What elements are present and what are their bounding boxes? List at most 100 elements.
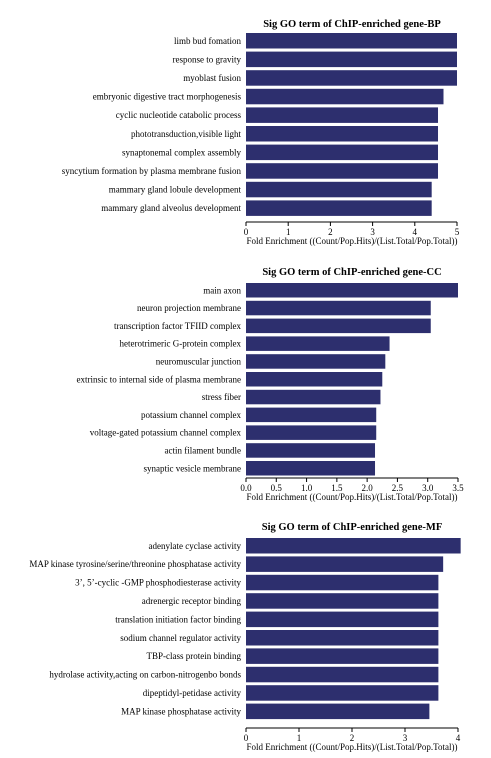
cc-category-label: extrinsic to internal side of plasma mem… — [77, 374, 241, 384]
cc-category-label: heterotrimeric G-protein complex — [120, 339, 242, 349]
bp-category-label: myoblast fusion — [183, 73, 241, 83]
cc-x-tick-label: 2.5 — [392, 483, 404, 493]
bp-x-tick-label: 5 — [455, 227, 460, 237]
bp-x-axis: 0 1 2 3 4 5 — [244, 221, 460, 237]
bp-bar — [246, 163, 439, 179]
bp-bar — [246, 70, 457, 86]
cc-category-labels: main axon neuron projection membrane trans… — [77, 285, 242, 473]
mf-category-label: dipeptidyl-petidase activity — [143, 688, 242, 698]
bp-category-label: embryonic digestive tract morphogenesis — [93, 92, 242, 102]
bp-category-label: mammary gland lobule development — [109, 185, 242, 195]
bp-category-labels: limb bud fomation response to gravity myob… — [62, 36, 242, 213]
mf-bar — [246, 648, 439, 664]
bp-bar — [246, 144, 439, 161]
cc-x-axis: 0.0 0.5 1.0 1.5 2.0 2.5 3.0 3.5 — [240, 477, 464, 493]
mf-chart-title: Sig GO term of ChIP-enriched gene-MF — [262, 522, 443, 533]
cc-x-tick-label: 3.0 — [422, 483, 434, 493]
mf-category-label: sodium channel regulator activity — [120, 633, 241, 643]
cc-bar — [246, 425, 377, 440]
bp-chart-panel: Sig GO term of ChIP-enriched gene-BP lim… — [62, 19, 460, 246]
cc-x-tick-label: 0.5 — [271, 483, 283, 493]
cc-chart-title: Sig GO term of ChIP-enriched gene-CC — [262, 267, 441, 278]
mf-chart-panel: Sig GO term of ChIP-enriched gene-MF ade… — [29, 522, 460, 752]
bp-x-tick-label: 1 — [286, 227, 291, 237]
cc-bar — [246, 407, 377, 423]
bp-bar — [246, 126, 439, 142]
mf-bars — [246, 538, 461, 720]
bp-category-label: syncytium formation by plasma membrane f… — [62, 166, 242, 176]
bp-bar — [246, 88, 444, 105]
cc-category-label: potassium channel complex — [141, 410, 241, 420]
cc-category-label: synaptic vesicle membrane — [144, 463, 241, 473]
cc-bar — [246, 283, 458, 298]
bp-category-label: response to gravity — [173, 54, 242, 64]
cc-category-label: neuron projection membrane — [137, 303, 241, 313]
mf-category-labels: adenylate cyclase activity MAP kinase tyr… — [29, 541, 241, 717]
bp-bar — [246, 33, 457, 49]
mf-bar — [246, 685, 439, 701]
mf-x-tick-label: 4 — [456, 733, 461, 743]
cc-x-tick-label: 2.0 — [362, 483, 374, 493]
mf-bar — [246, 703, 430, 720]
cc-bar — [246, 354, 386, 369]
bp-category-label: limb bud fomation — [174, 36, 241, 46]
bp-bar — [246, 181, 432, 198]
mf-category-label: 3’, 5’-cyclic -GMP phosphodiesterase act… — [75, 578, 241, 588]
cc-x-tick-label: 3.5 — [452, 483, 464, 493]
mf-x-axis-label: Fold Enrichment ((Count/Pop.Hits)/(List.… — [247, 742, 458, 752]
bp-bars — [246, 33, 457, 216]
mf-bar — [246, 593, 439, 609]
mf-bar — [246, 538, 461, 554]
cc-category-label: main axon — [203, 285, 241, 295]
cc-x-axis-label: Fold Enrichment ((Count/Pop.Hits)/(List.… — [247, 492, 458, 502]
mf-category-label: translation initiation factor binding — [115, 614, 241, 624]
mf-bar — [246, 611, 439, 628]
cc-bar — [246, 336, 390, 351]
cc-bar — [246, 461, 376, 476]
mf-x-tick-label: 1 — [297, 733, 302, 743]
mf-category-label: adrenergic receptor binding — [142, 596, 242, 606]
bp-x-axis-label: Fold Enrichment ((Count/Pop.Hits)/(List.… — [247, 236, 458, 246]
mf-bar — [246, 574, 439, 591]
bp-bar — [246, 51, 457, 68]
cc-bars — [246, 283, 458, 476]
cc-bar — [246, 372, 383, 387]
cc-category-label: voltage-gated potassium channel complex — [90, 428, 242, 438]
bp-x-tick-label: 3 — [370, 227, 375, 237]
mf-bar — [246, 630, 439, 646]
mf-x-tick-label: 3 — [403, 733, 408, 743]
bp-category-label: mammary gland alveolus development — [101, 203, 241, 213]
mf-x-tick-label: 2 — [350, 733, 355, 743]
mf-category-label: adenylate cyclase activity — [149, 541, 242, 551]
cc-x-tick-label: 0.0 — [240, 483, 252, 493]
mf-category-label: MAP kinase phosphatase activity — [121, 706, 241, 716]
mf-category-label: MAP kinase tyrosine/serine/threonine pho… — [29, 559, 241, 569]
bp-category-label: phototransduction,visible light — [131, 129, 241, 139]
mf-bar — [246, 666, 439, 683]
cc-chart-panel: Sig GO term of ChIP-enriched gene-CC mai… — [77, 267, 465, 502]
mf-category-label: hydrolase activity,acting on carbon-nitr… — [49, 670, 241, 680]
cc-bar — [246, 389, 381, 405]
bp-bar — [246, 107, 439, 123]
bp-x-tick-label: 0 — [244, 227, 249, 237]
mf-x-tick-label: 0 — [244, 733, 249, 743]
bp-x-tick-label: 2 — [328, 227, 333, 237]
mf-bar — [246, 556, 444, 572]
bp-bar — [246, 200, 432, 216]
cc-x-tick-label: 1.5 — [331, 483, 343, 493]
bp-category-label: cyclic nucleotide catabolic process — [116, 110, 242, 120]
mf-category-label: TBP-class protein binding — [147, 651, 242, 661]
bp-x-tick-label: 4 — [413, 227, 418, 237]
cc-bar — [246, 443, 376, 458]
cc-category-label: actin filament bundle — [165, 445, 241, 455]
cc-category-label: stress fiber — [202, 392, 241, 402]
bp-chart-title: Sig GO term of ChIP-enriched gene-BP — [263, 19, 441, 30]
cc-category-label: neuromuscular junction — [156, 356, 242, 366]
cc-bar — [246, 300, 431, 316]
cc-x-tick-label: 1.0 — [301, 483, 313, 493]
cc-bar — [246, 318, 431, 334]
mf-x-axis: 0 1 2 3 4 — [244, 727, 461, 743]
bp-category-label: synaptonemal complex assembly — [122, 147, 241, 157]
cc-category-label: transcription factor TFIID complex — [114, 321, 242, 331]
